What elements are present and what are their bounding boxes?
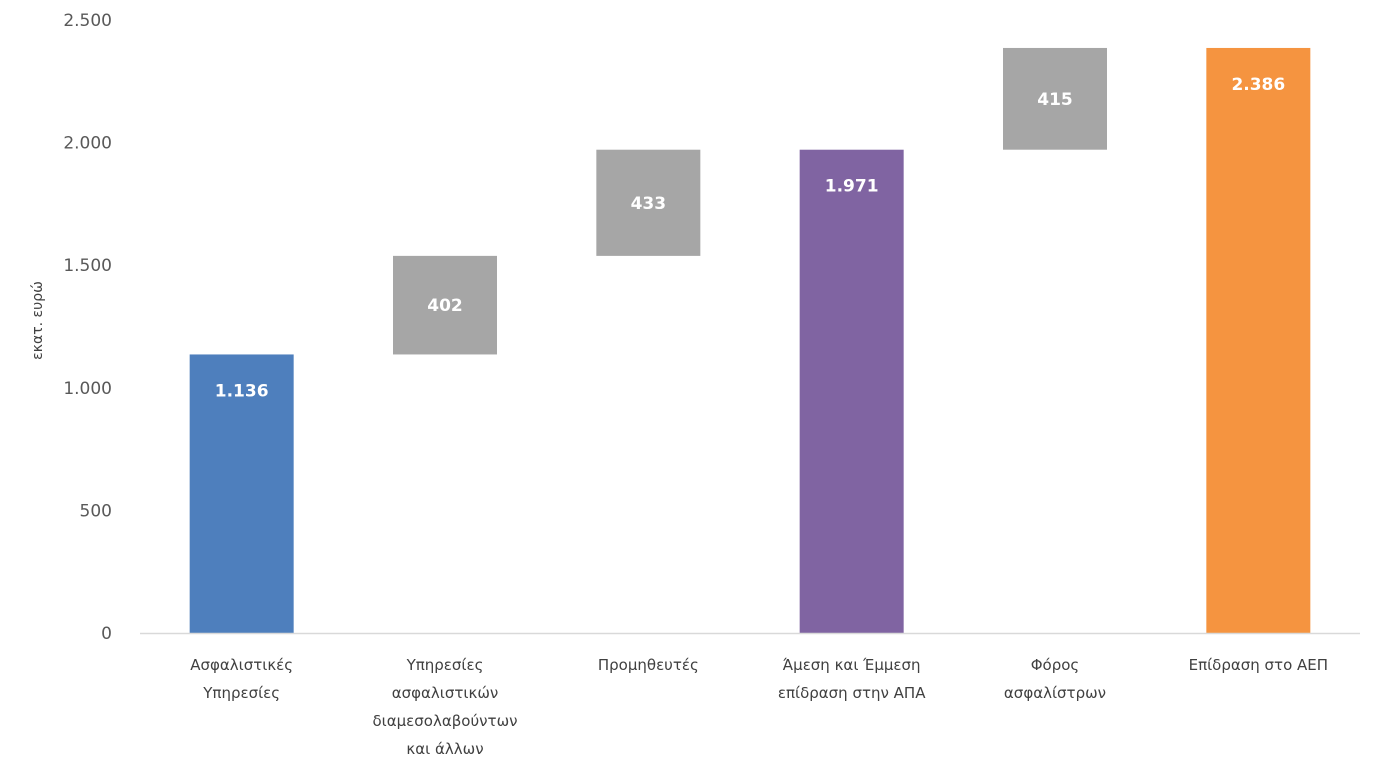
bar-value-label: 1.971 xyxy=(825,177,879,197)
step-bar xyxy=(393,255,497,355)
total-bar xyxy=(799,149,904,633)
y-tick-label: 500 xyxy=(80,501,112,521)
bar-value-label: 2.386 xyxy=(1231,75,1285,95)
bar-value-label: 1.136 xyxy=(215,381,269,401)
x-axis-labels: Ασφαλιστικές Υπηρεσίες Υπηρεσίες ασφαλιστικ… xyxy=(190,656,1328,758)
bar-value-label: 402 xyxy=(427,296,463,316)
x-category-label: Υπηρεσίες ασφαλιστικών διαμεσολαβούντων και… xyxy=(372,656,517,758)
bar-value-label: 433 xyxy=(631,194,667,214)
y-axis-ticks: 0 500 1.000 1.500 2.000 2.500 xyxy=(63,11,112,644)
step-bar xyxy=(1003,47,1107,150)
y-tick-label: 2.500 xyxy=(63,11,112,31)
y-tick-label: 0 xyxy=(101,624,112,644)
total-bar xyxy=(189,354,294,633)
value-labels: 1.136 402 433 1.971 415 2.386 xyxy=(215,75,1285,401)
x-category-label: Άμεση και Έμμεση επίδραση στην ΑΠΑ xyxy=(778,656,926,702)
total-bar xyxy=(1206,47,1311,633)
y-tick-label: 1.000 xyxy=(63,379,112,399)
y-tick-label: 2.000 xyxy=(63,134,112,154)
step-bar xyxy=(596,149,701,256)
y-axis-title: εκατ. ευρώ xyxy=(30,281,46,360)
x-category-label: Επίδραση στο ΑΕΠ xyxy=(1189,656,1328,674)
x-category-label: Φόρος ασφαλίστρων xyxy=(1004,656,1106,702)
x-category-label: Προμηθευτές xyxy=(598,656,699,674)
bars xyxy=(189,47,1311,633)
bar-value-label: 415 xyxy=(1037,90,1073,110)
y-tick-label: 1.500 xyxy=(63,256,112,276)
x-category-label: Ασφαλιστικές Υπηρεσίες xyxy=(190,656,293,702)
